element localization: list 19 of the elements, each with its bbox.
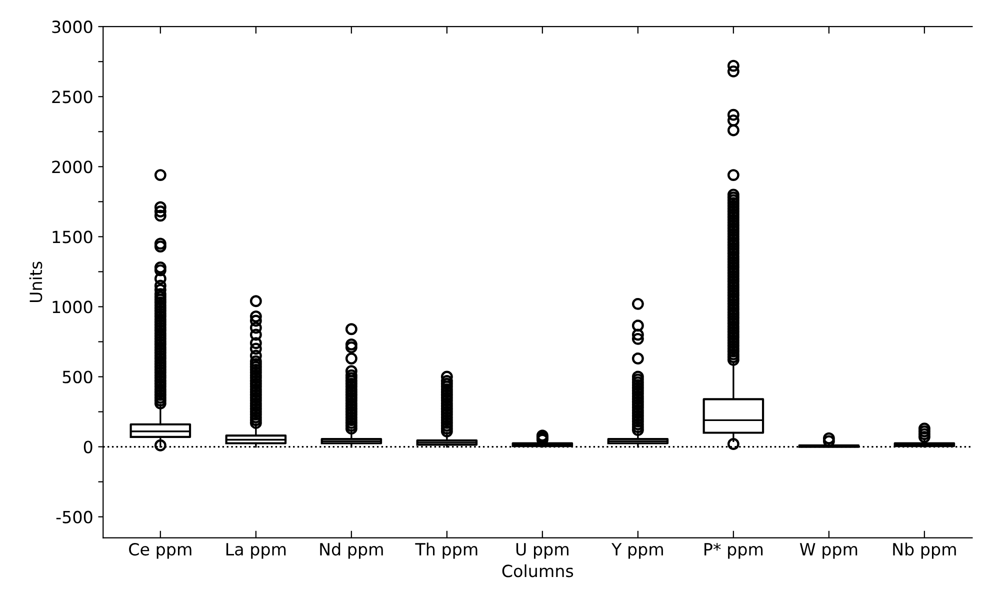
y-tick-label: 500	[62, 370, 92, 384]
x-tick-label: U ppm	[516, 543, 568, 559]
x-tick-label: La ppm	[226, 543, 286, 559]
y-tick-label: 2000	[52, 160, 92, 174]
x-tick-label: W ppm	[800, 543, 858, 559]
y-axis-title: Units	[29, 262, 42, 302]
x-axis-title: Columns	[502, 564, 574, 578]
x-tick-label: Th ppm	[415, 542, 478, 559]
x-tick-label: Nb ppm	[893, 542, 956, 559]
y-tick-label: 1500	[52, 230, 92, 244]
y-tick-label: 2500	[52, 90, 92, 104]
x-tick-label: Nd ppm	[320, 542, 383, 559]
x-tick-label: Ce ppm	[129, 542, 192, 559]
x-tick-label: P* ppm	[704, 542, 763, 559]
y-tick-label: -500	[56, 510, 92, 524]
x-tick-label: Y ppm	[611, 543, 663, 559]
y-tick-label: 1000	[52, 300, 92, 314]
y-tick-label: 3000	[52, 20, 92, 34]
y-tick-label: 0	[84, 440, 92, 454]
